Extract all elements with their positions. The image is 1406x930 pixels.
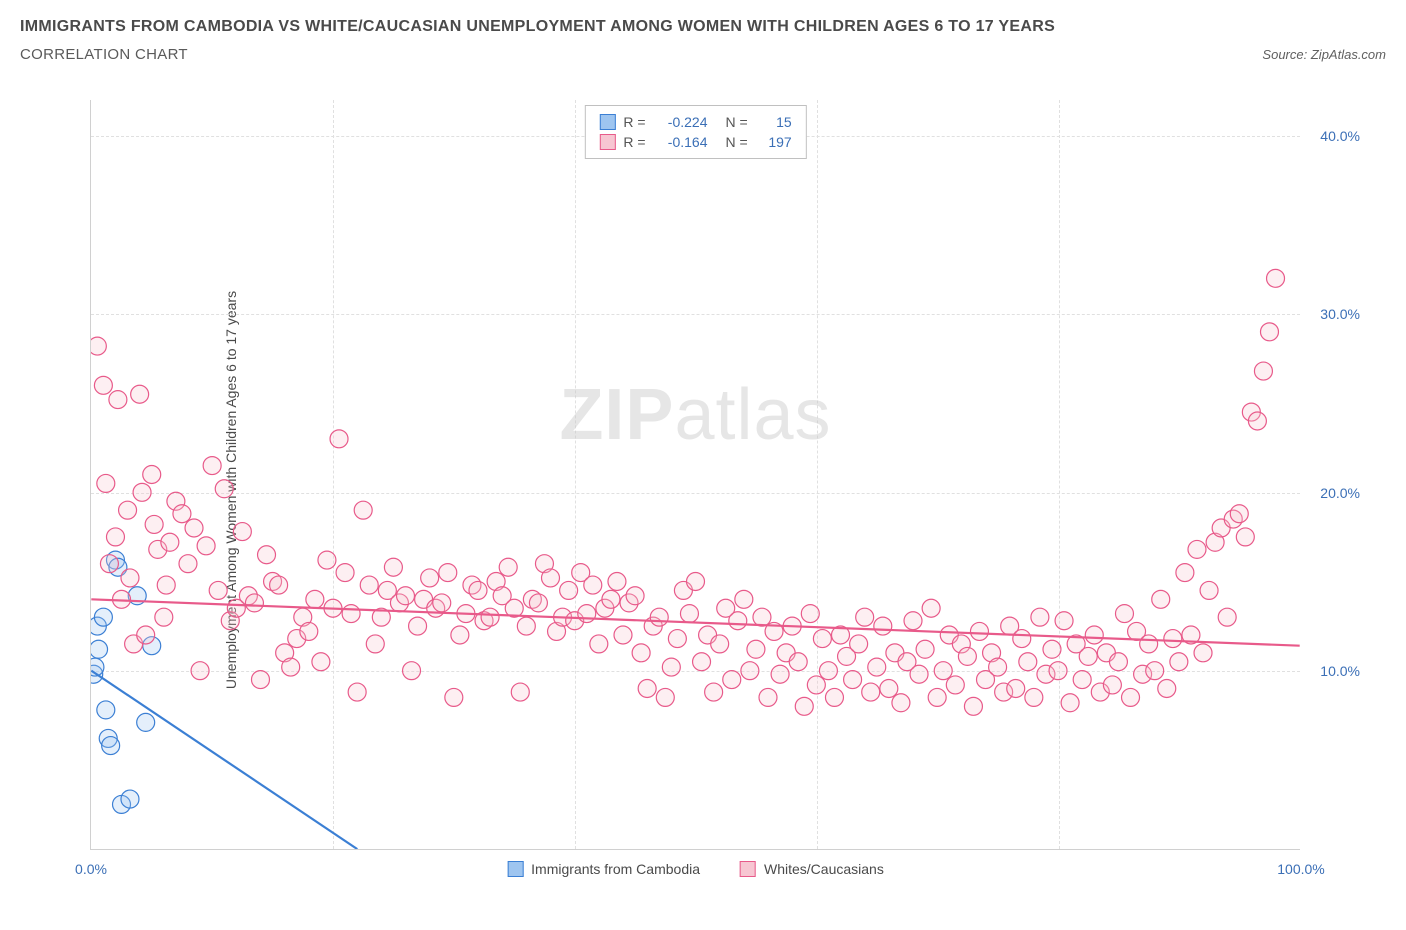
trend-lines-layer: [91, 100, 1300, 849]
legend-swatch: [599, 134, 615, 150]
source-credit: Source: ZipAtlas.com: [1262, 47, 1386, 62]
trend-line: [91, 671, 357, 849]
stat-n-label: N =: [726, 134, 748, 150]
legend-label: Whites/Caucasians: [764, 861, 884, 877]
stat-r-label: R =: [623, 114, 645, 130]
subtitle-row: CORRELATION CHART Source: ZipAtlas.com: [20, 46, 1386, 63]
stat-n-value: 197: [756, 134, 792, 150]
stat-n-value: 15: [756, 114, 792, 130]
bottom-legend: Immigrants from Cambodia Whites/Caucasian…: [507, 861, 884, 877]
x-tick-label: 100.0%: [1277, 861, 1324, 877]
chart-title: IMMIGRANTS FROM CAMBODIA VS WHITE/CAUCAS…: [20, 18, 1386, 36]
legend-swatch: [599, 114, 615, 130]
stats-legend-box: R = -0.224 N = 15 R = -0.164 N = 197: [584, 105, 806, 159]
stat-n-label: N =: [726, 114, 748, 130]
legend-item: Immigrants from Cambodia: [507, 861, 700, 877]
source-value: ZipAtlas.com: [1311, 47, 1386, 62]
chart-container: Unemployment Among Women with Children A…: [60, 90, 1380, 890]
stats-row: R = -0.224 N = 15: [599, 112, 791, 132]
y-tick-label: 40.0%: [1320, 128, 1360, 144]
stat-r-value: -0.164: [654, 134, 708, 150]
stat-r-label: R =: [623, 134, 645, 150]
y-tick-label: 20.0%: [1320, 485, 1360, 501]
y-tick-label: 10.0%: [1320, 663, 1360, 679]
legend-item: Whites/Caucasians: [740, 861, 884, 877]
chart-header: IMMIGRANTS FROM CAMBODIA VS WHITE/CAUCAS…: [0, 0, 1406, 71]
stats-row: R = -0.164 N = 197: [599, 132, 791, 152]
stat-r-value: -0.224: [654, 114, 708, 130]
y-tick-label: 30.0%: [1320, 306, 1360, 322]
legend-label: Immigrants from Cambodia: [531, 861, 700, 877]
x-tick-label: 0.0%: [75, 861, 107, 877]
legend-swatch: [507, 861, 523, 877]
plot-area: ZIPatlas R =-0.224N =15R =-0.164N =197 I…: [90, 100, 1300, 850]
source-label: Source:: [1262, 47, 1307, 62]
legend-swatch: [740, 861, 756, 877]
trend-line: [91, 599, 1299, 645]
chart-subtitle: CORRELATION CHART: [20, 46, 188, 63]
